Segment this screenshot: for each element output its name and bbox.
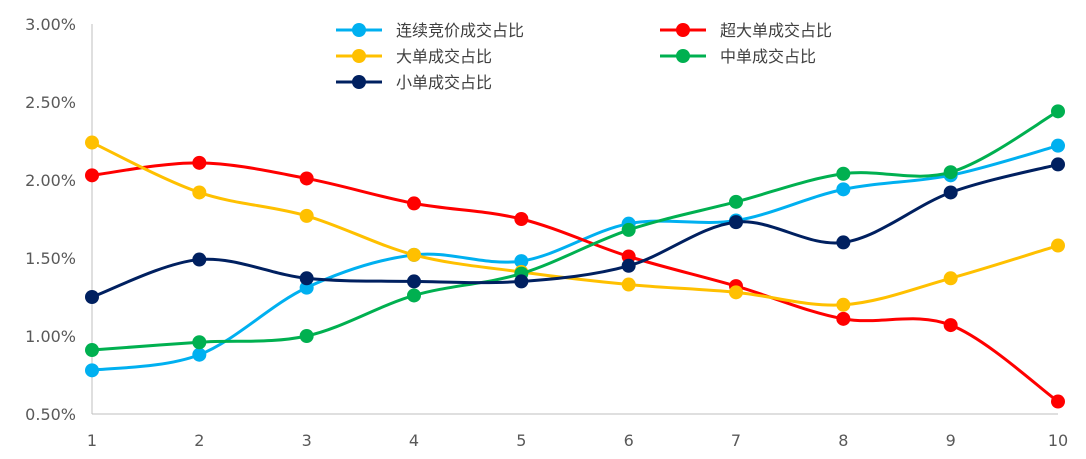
series-line xyxy=(91,144,1059,372)
series-3 xyxy=(85,135,1065,312)
legend-item: 小单成交占比 xyxy=(336,73,492,92)
x-tick-label: 9 xyxy=(946,431,956,450)
y-tick-label: 2.50% xyxy=(25,93,76,112)
x-tick-label: 10 xyxy=(1048,431,1068,450)
data-point xyxy=(192,347,207,362)
data-point xyxy=(514,274,529,289)
data-point xyxy=(299,271,314,286)
y-tick-label: 1.00% xyxy=(25,327,76,346)
data-point xyxy=(729,215,743,230)
x-tick-label: 6 xyxy=(624,431,634,450)
x-tick-label: 5 xyxy=(516,431,526,450)
data-point xyxy=(85,343,99,358)
series-2 xyxy=(85,155,1065,409)
legend-label: 中单成交占比 xyxy=(720,47,816,66)
series-line xyxy=(91,110,1059,352)
data-point xyxy=(943,185,958,200)
data-point xyxy=(1051,138,1065,153)
y-tick-label: 1.50% xyxy=(25,249,76,268)
legend-marker xyxy=(676,23,690,37)
x-tick-label: 4 xyxy=(409,431,419,450)
data-point xyxy=(85,168,99,183)
legend-marker xyxy=(676,49,690,63)
data-point xyxy=(192,252,207,267)
data-point xyxy=(407,196,421,211)
data-point xyxy=(836,297,851,312)
legend-item: 连续竞价成交占比 xyxy=(336,21,524,40)
legend-item: 中单成交占比 xyxy=(660,47,816,66)
legend-marker xyxy=(352,49,366,63)
data-point xyxy=(407,288,421,303)
legend-marker xyxy=(352,75,366,89)
data-point xyxy=(621,277,636,292)
data-point xyxy=(299,171,314,186)
data-point xyxy=(514,254,529,269)
x-tick-label: 1 xyxy=(87,431,97,450)
data-point xyxy=(836,166,851,181)
data-point xyxy=(621,258,636,273)
series-line xyxy=(91,141,1059,307)
legend-label: 超大单成交占比 xyxy=(720,21,832,40)
data-point xyxy=(1051,238,1065,253)
x-tick-label: 2 xyxy=(194,431,204,450)
x-tick-label: 7 xyxy=(731,431,741,450)
data-point xyxy=(729,285,743,300)
data-point xyxy=(192,155,207,170)
series-5 xyxy=(85,157,1065,304)
data-point xyxy=(192,335,207,350)
legend-item: 超大单成交占比 xyxy=(660,21,832,40)
legend-label: 大单成交占比 xyxy=(396,47,492,66)
series-layer xyxy=(85,104,1065,409)
series-4 xyxy=(85,104,1065,358)
data-point xyxy=(1051,394,1065,409)
data-point xyxy=(836,182,851,197)
data-point xyxy=(85,290,99,304)
series-line xyxy=(91,161,1059,403)
y-tick-label: 0.50% xyxy=(25,405,76,424)
data-point xyxy=(836,235,851,250)
data-point xyxy=(299,208,314,223)
data-point xyxy=(621,222,636,237)
y-tick-label: 2.00% xyxy=(25,171,76,190)
chart-axes: 0.50% 1.00% 1.50% 2.00% 2.50% 3.00% 1 2 3 4 5 6 7 8 9 1… xyxy=(25,15,1068,450)
data-point xyxy=(943,165,958,180)
series-line xyxy=(91,162,1059,299)
data-point xyxy=(407,274,421,289)
data-point xyxy=(943,271,958,286)
legend-label: 连续竞价成交占比 xyxy=(396,21,524,40)
data-point xyxy=(85,363,99,378)
data-point xyxy=(85,135,99,150)
y-tick-label: 3.00% xyxy=(25,15,76,34)
data-point xyxy=(1051,157,1065,172)
data-point xyxy=(299,329,314,343)
x-tick-label: 3 xyxy=(302,431,312,450)
x-tick-label: 8 xyxy=(838,431,848,450)
data-point xyxy=(836,311,851,326)
legend-marker xyxy=(352,23,366,37)
data-point xyxy=(1051,104,1065,119)
data-point xyxy=(192,185,207,200)
legend-label: 小单成交占比 xyxy=(396,73,492,92)
data-point xyxy=(514,212,529,226)
data-point xyxy=(407,247,421,262)
legend-item: 大单成交占比 xyxy=(336,47,492,66)
data-point xyxy=(729,194,743,209)
data-point xyxy=(943,318,958,333)
